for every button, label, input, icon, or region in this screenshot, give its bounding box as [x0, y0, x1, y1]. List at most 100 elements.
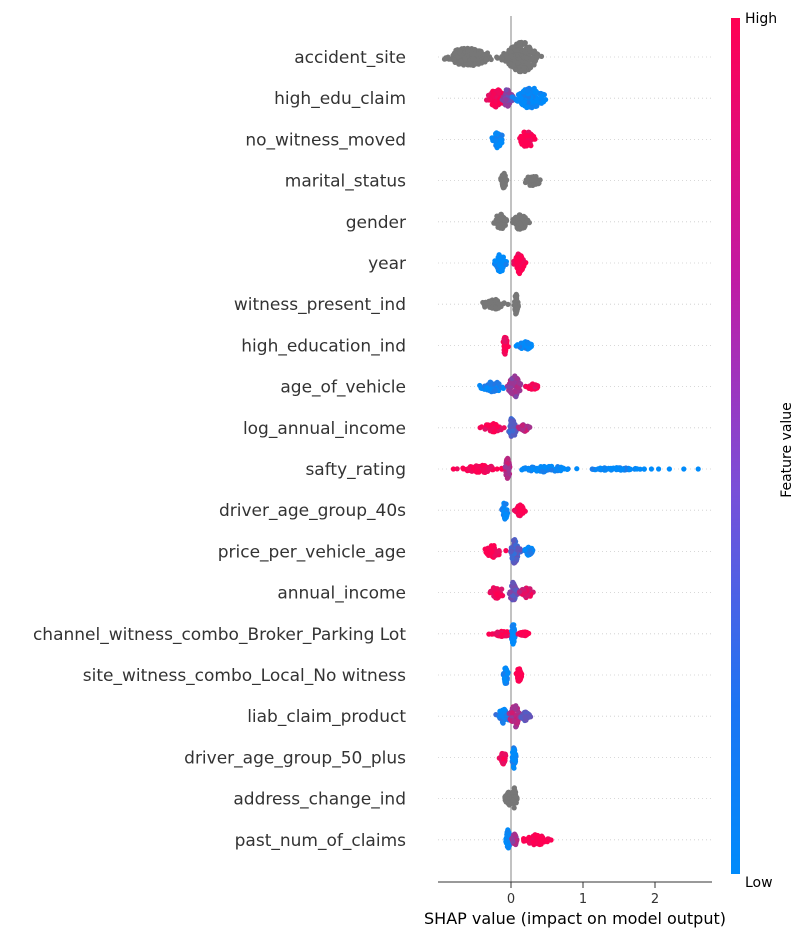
shap-point	[527, 424, 533, 430]
feature-row-accident_site	[441, 39, 545, 75]
shap-point	[498, 211, 504, 217]
colorbar-low-label: Low	[745, 875, 773, 891]
feature-label: driver_age_group_40s	[219, 501, 406, 521]
shap-point	[510, 839, 516, 845]
shap-point	[521, 508, 528, 514]
shap-point	[529, 177, 535, 183]
shap-point	[504, 832, 510, 838]
shap-point	[502, 217, 508, 224]
shap-point	[517, 630, 524, 636]
shap-point	[502, 751, 508, 757]
shap-point	[512, 832, 519, 839]
shap-point	[522, 466, 528, 472]
shap-point	[511, 757, 517, 763]
shap-point	[515, 47, 521, 53]
shap-point	[529, 99, 535, 105]
shap-point	[574, 466, 580, 472]
shap-point	[511, 718, 517, 724]
shap-point	[512, 67, 519, 73]
shap-point	[525, 341, 531, 347]
shap-point	[510, 217, 516, 223]
feature-row-address_change_ind	[502, 785, 520, 811]
shap-point	[512, 789, 518, 795]
shap-point	[484, 385, 490, 391]
feature-label: high_education_ind	[241, 336, 406, 356]
feature-label: no_witness_moved	[245, 130, 406, 150]
feature-label: address_change_ind	[233, 790, 406, 810]
shap-point	[479, 462, 485, 468]
colorbar-high-label: High	[745, 11, 777, 27]
shap-point	[502, 102, 508, 108]
shap-point	[543, 97, 549, 103]
shap-point	[522, 49, 528, 55]
shap-point	[527, 385, 534, 391]
feature-row-year	[492, 251, 529, 277]
shap-point	[498, 139, 504, 145]
feature-label: safty_rating	[305, 460, 406, 480]
feature-row-channel_witness_combo_Broker_Parking Lot	[486, 622, 532, 647]
shap-point	[491, 102, 497, 108]
shap-point	[458, 58, 464, 64]
shap-point	[538, 94, 544, 100]
shap-point	[510, 764, 517, 770]
shap-point	[505, 344, 511, 350]
feature-row-past_num_of_claims	[503, 827, 554, 851]
feature-label: liab_claim_product	[247, 707, 406, 727]
shap-point	[524, 632, 530, 638]
shap-point	[514, 295, 520, 301]
shap-point	[465, 45, 471, 51]
shap-point	[452, 50, 458, 56]
shap-point	[509, 390, 515, 396]
shap-point	[504, 629, 510, 635]
shap-point	[531, 62, 537, 68]
shap-point	[497, 708, 503, 714]
shap-point	[493, 387, 499, 393]
shap-point	[510, 44, 516, 50]
shap-point	[469, 51, 475, 57]
shap-point	[483, 51, 489, 58]
shap-point	[493, 138, 499, 144]
shap-point	[510, 579, 516, 585]
shap-point	[517, 220, 523, 226]
shap-point	[508, 380, 514, 386]
shap-point	[634, 466, 640, 472]
x-tick-label: 0	[507, 892, 515, 907]
shap-point	[476, 61, 482, 67]
feature-row-annual_income	[487, 579, 536, 603]
shap-point	[509, 94, 515, 100]
shap-point	[503, 97, 509, 103]
shap-point	[508, 549, 514, 555]
x-tick-label: 1	[579, 892, 587, 907]
shap-point	[502, 222, 508, 228]
shap-point	[515, 60, 521, 66]
shap-point	[525, 141, 531, 147]
shap-point	[477, 425, 483, 431]
shap-point	[502, 666, 508, 673]
shap-point	[522, 40, 528, 46]
feature-label: site_witness_combo_Local_No witness	[83, 666, 406, 686]
shap-point	[494, 586, 500, 592]
feature-row-high_education_ind	[500, 334, 535, 357]
shap-point	[475, 468, 481, 474]
shap-point	[499, 132, 505, 138]
shap-point	[500, 671, 507, 677]
shap-point	[492, 428, 498, 435]
feature-row-log_annual_income	[477, 416, 533, 439]
shap-point	[487, 465, 493, 471]
shap-point	[494, 379, 500, 385]
feature-row-witness_present_ind	[480, 291, 521, 317]
shap-point	[530, 839, 536, 845]
shap-point	[505, 55, 511, 61]
shap-point	[515, 545, 521, 551]
shap-point	[524, 218, 530, 224]
feature-row-site_witness_combo_Local_No witness	[500, 665, 525, 686]
shap-point	[681, 466, 687, 472]
shap-point	[522, 179, 529, 186]
shap-point	[513, 394, 519, 400]
shap-point	[500, 182, 506, 188]
shap-point	[486, 300, 492, 306]
shap-point	[498, 712, 504, 718]
shap-point	[488, 380, 494, 386]
shap-point	[537, 841, 543, 848]
shap-point	[522, 714, 528, 720]
